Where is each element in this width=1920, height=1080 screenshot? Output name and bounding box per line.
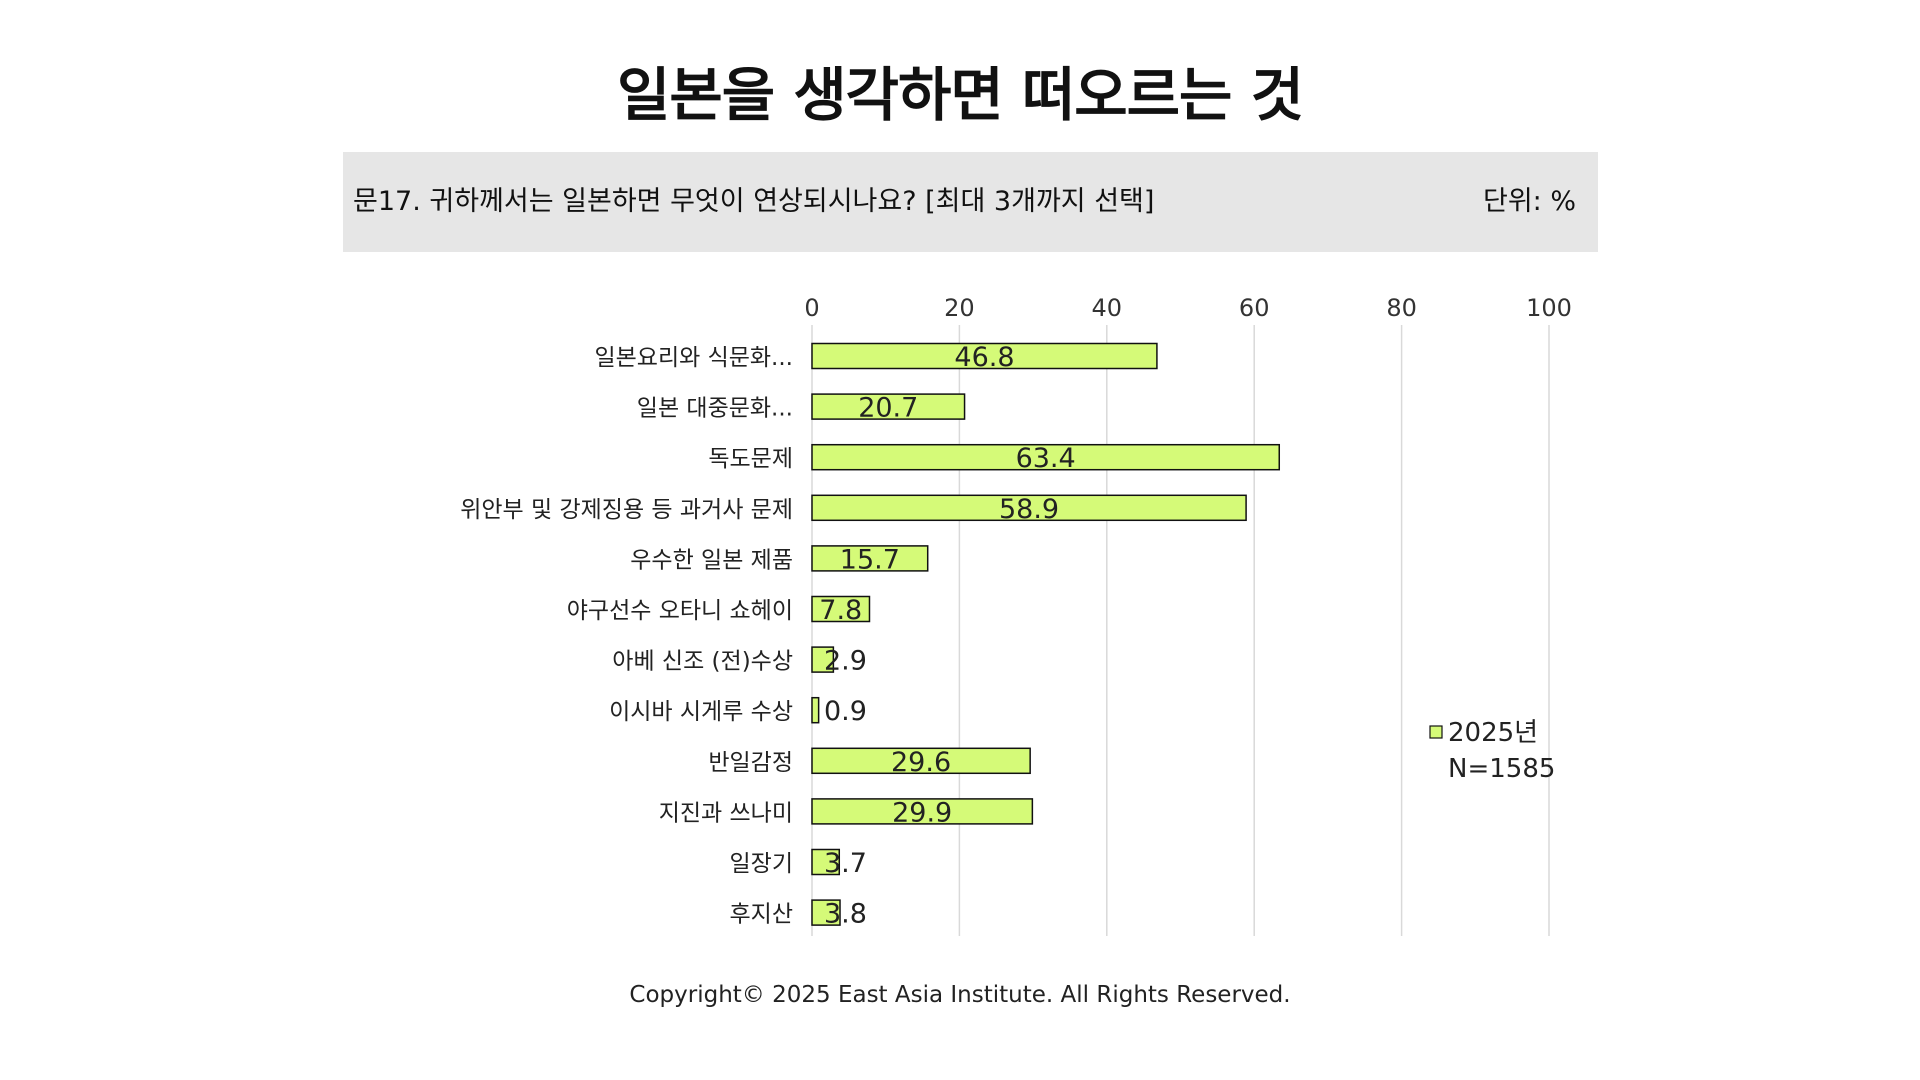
data-label: 58.9 bbox=[999, 494, 1059, 525]
category-label: 위안부 및 강제징용 등 과거사 문제 bbox=[460, 497, 793, 523]
copyright-text: Copyright© 2025 East Asia Institute. All… bbox=[629, 982, 1291, 1008]
category-label: 일본요리와 식문화... bbox=[594, 345, 793, 371]
x-tick-label-100: 100 bbox=[1526, 294, 1572, 322]
bar bbox=[811, 443, 1281, 471]
data-label: 29.6 bbox=[891, 747, 951, 778]
bar bbox=[811, 899, 841, 926]
bar bbox=[811, 595, 871, 623]
question-banner: 문17. 귀하께서는 일본하면 무엇이 연상되시나요? [최대 3개까지 선택]… bbox=[343, 152, 1598, 252]
bar bbox=[811, 545, 929, 572]
category-label: 우수한 일본 제품 bbox=[630, 547, 793, 573]
category-label: 독도문제 bbox=[708, 446, 793, 472]
chart-title: 일본을 생각하면 떠오르는 것 bbox=[617, 61, 1304, 129]
bar bbox=[811, 696, 820, 724]
bar bbox=[811, 494, 1247, 522]
question-text: 문17. 귀하께서는 일본하면 무엇이 연상되시나요? [최대 3개까지 선택] bbox=[353, 186, 1155, 217]
category-label: 일본 대중문화... bbox=[637, 396, 793, 422]
category-label: 일장기 bbox=[730, 851, 793, 877]
data-label: 0.9 bbox=[824, 696, 867, 727]
data-label: 15.7 bbox=[840, 544, 900, 575]
unit-label: 단위: % bbox=[1482, 186, 1576, 217]
x-tick-label-60: 60 bbox=[1239, 294, 1270, 322]
legend-sample-size: N=1585 bbox=[1448, 754, 1555, 784]
bar bbox=[811, 798, 1034, 825]
category-label: 아베 신조 (전)수상 bbox=[612, 649, 793, 675]
x-tick-label-40: 40 bbox=[1092, 294, 1123, 322]
data-label: 63.4 bbox=[1016, 443, 1076, 474]
bar bbox=[811, 393, 966, 420]
legend-series-name: 2025년 bbox=[1448, 718, 1538, 748]
data-label: 20.7 bbox=[858, 393, 918, 424]
x-tick-label-80: 80 bbox=[1386, 294, 1417, 322]
bar bbox=[811, 646, 835, 673]
category-label: 지진과 쓰나미 bbox=[659, 800, 793, 826]
data-label: 46.8 bbox=[954, 342, 1014, 373]
data-label: 3.8 bbox=[824, 899, 867, 930]
category-label: 야구선수 오타니 쇼헤이 bbox=[567, 598, 793, 624]
legend-swatch bbox=[1429, 725, 1443, 739]
data-label: 29.9 bbox=[892, 797, 952, 828]
data-label: 7.8 bbox=[819, 595, 862, 626]
bar bbox=[811, 747, 1031, 775]
x-tick-label-0: 0 bbox=[804, 294, 819, 322]
bar bbox=[811, 848, 841, 876]
data-label: 3.7 bbox=[824, 848, 867, 879]
category-label: 반일감정 bbox=[708, 750, 793, 776]
category-label: 이시바 시게루 수상 bbox=[609, 699, 793, 725]
bar bbox=[811, 342, 1158, 370]
category-label: 후지산 bbox=[730, 902, 793, 928]
x-tick-label-20: 20 bbox=[944, 294, 975, 322]
data-label: 2.9 bbox=[824, 646, 867, 677]
